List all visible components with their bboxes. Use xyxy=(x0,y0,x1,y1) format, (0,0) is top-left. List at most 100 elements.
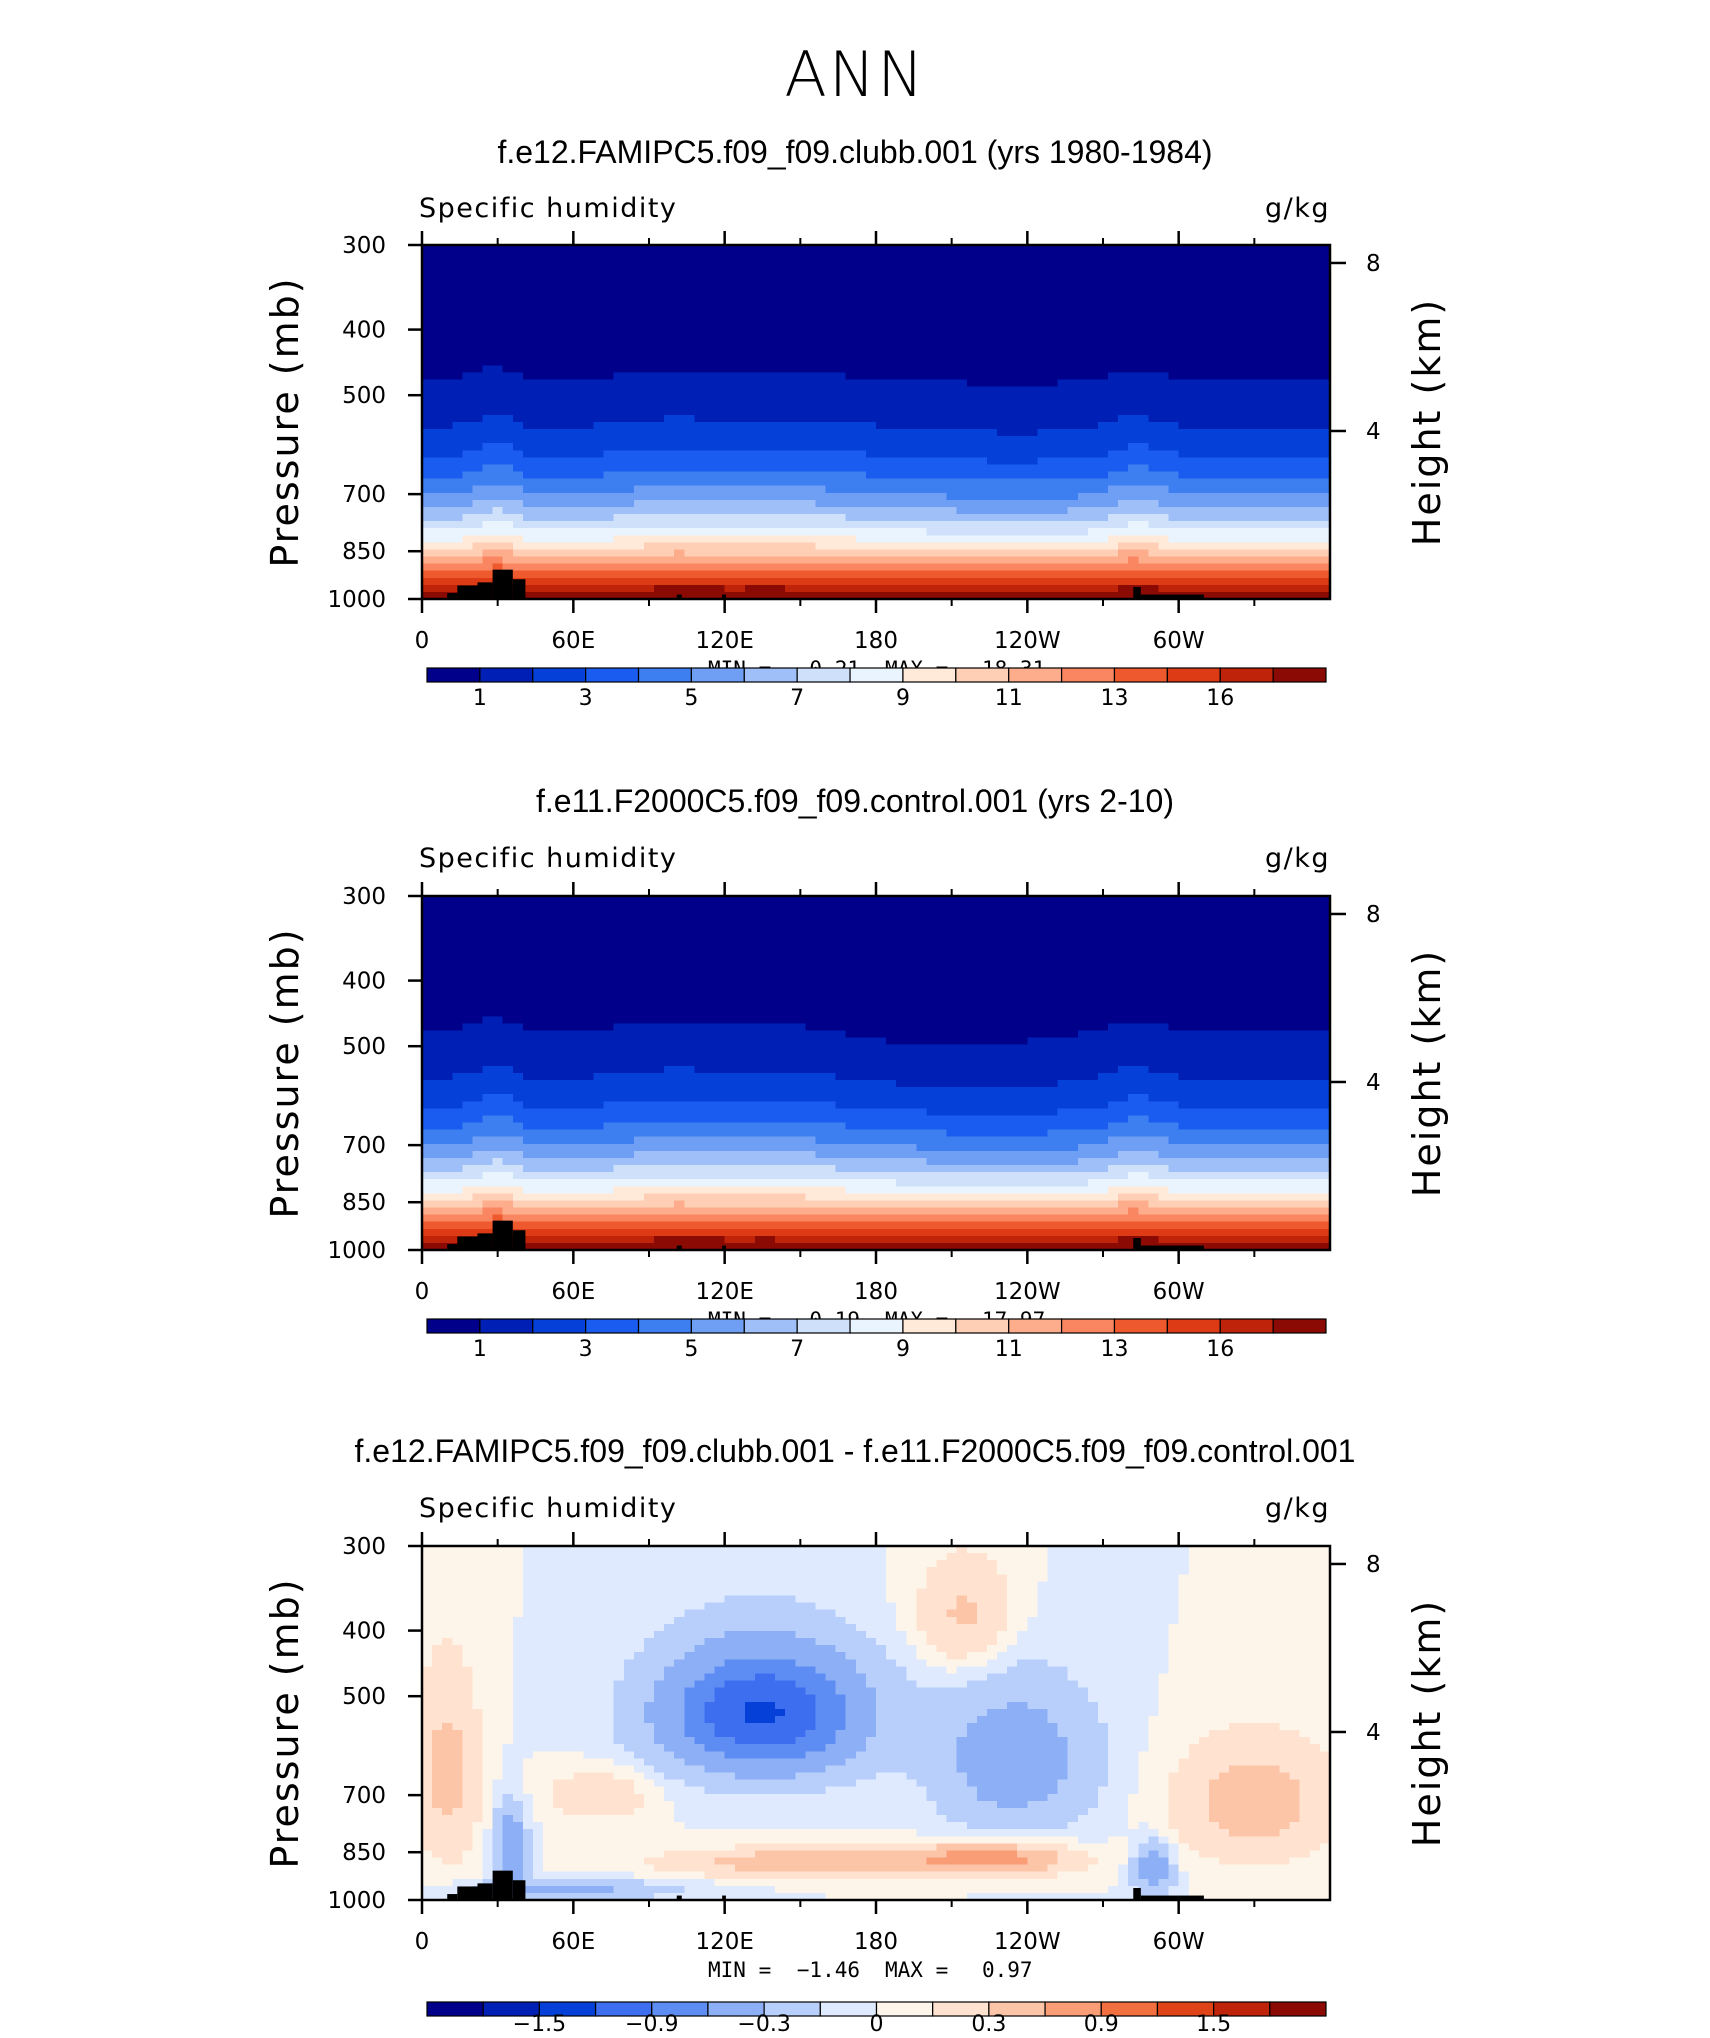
heat-cell xyxy=(1128,570,1139,579)
heat-cell xyxy=(643,528,655,536)
heat-cell xyxy=(1259,294,1271,303)
heat-cell xyxy=(765,351,776,359)
heat-cell xyxy=(825,322,837,331)
heat-cell xyxy=(1128,528,1139,536)
heat-cell xyxy=(654,414,665,423)
heat-cell xyxy=(1319,407,1331,416)
heat-cell xyxy=(492,245,504,253)
heat-cell xyxy=(452,1143,463,1152)
heat-cell xyxy=(754,273,766,281)
heat-cell xyxy=(452,273,463,281)
heat-cell xyxy=(684,358,695,366)
heat-cell xyxy=(472,1073,484,1081)
heat-cell xyxy=(583,443,595,451)
heat-cell xyxy=(976,315,988,324)
heat-cell xyxy=(623,365,635,374)
heat-cell xyxy=(1249,294,1260,303)
heat-cell xyxy=(997,577,1008,586)
heat-cell xyxy=(956,506,968,515)
heat-cell xyxy=(1309,259,1321,267)
colorbar-box xyxy=(1166,667,1221,683)
heat-cell xyxy=(785,308,796,317)
heat-cell xyxy=(1208,393,1220,402)
heat-cell xyxy=(1128,337,1139,345)
heat-cell xyxy=(966,591,978,600)
heat-cell xyxy=(986,485,998,494)
heat-cell xyxy=(1299,436,1311,444)
heat-cell xyxy=(1219,372,1230,381)
heat-cell xyxy=(623,436,635,444)
heat-cell xyxy=(876,492,887,501)
heat-cell xyxy=(1289,252,1301,260)
heat-cell xyxy=(1198,429,1210,437)
heat-cell xyxy=(563,294,574,303)
heat-cell xyxy=(1168,400,1180,409)
heat-cell xyxy=(1037,273,1049,281)
heat-cell xyxy=(976,259,988,267)
heat-cell xyxy=(795,492,806,501)
heat-cell xyxy=(906,259,917,267)
heat-cell xyxy=(966,514,978,522)
heat-cell xyxy=(1229,521,1240,529)
heat-cell xyxy=(1148,393,1160,402)
heat-cell xyxy=(553,407,564,416)
heat-cell xyxy=(906,542,917,551)
heat-cell xyxy=(1158,414,1170,423)
heat-cell xyxy=(664,506,675,515)
heat-cell xyxy=(522,400,534,409)
heat-cell xyxy=(916,315,928,324)
heat-cell xyxy=(785,478,796,487)
heat-cell xyxy=(674,329,685,338)
heat-cell xyxy=(795,535,806,543)
heat-cell xyxy=(1168,485,1180,494)
heat-cell xyxy=(643,584,655,593)
heat-cell xyxy=(442,924,453,932)
heat-cell xyxy=(845,471,857,480)
heat-cell xyxy=(926,294,938,303)
heat-cell xyxy=(714,393,726,402)
heat-cell xyxy=(997,591,1008,600)
heat-cell xyxy=(1047,337,1059,345)
heat-cell xyxy=(654,358,665,366)
heat-cell xyxy=(986,372,998,381)
heat-cell xyxy=(916,400,928,409)
heat-cell xyxy=(482,393,494,402)
heat-cell xyxy=(452,577,463,586)
heat-cell xyxy=(865,259,877,267)
heat-cell xyxy=(472,1122,484,1131)
heat-cell xyxy=(492,514,504,522)
heat-cell xyxy=(492,436,504,444)
heat-cell xyxy=(694,287,706,296)
heat-cell xyxy=(563,570,574,579)
heat-cell xyxy=(775,521,786,529)
heat-cell xyxy=(946,273,958,281)
heat-cell xyxy=(896,450,907,458)
heat-cell xyxy=(543,584,554,593)
heat-cell xyxy=(472,995,484,1003)
heat-cell xyxy=(976,372,988,381)
heat-cell xyxy=(1168,457,1180,466)
heat-cell xyxy=(855,570,867,579)
heat-cell xyxy=(1057,372,1069,381)
heat-cell xyxy=(492,1108,504,1117)
heat-cell xyxy=(805,308,817,317)
heat-cell xyxy=(492,938,504,947)
heat-cell xyxy=(1309,252,1321,260)
heat-cell xyxy=(1309,280,1321,289)
heat-cell xyxy=(896,528,907,536)
heat-cell xyxy=(472,966,484,975)
heat-cell xyxy=(563,457,574,466)
heat-cell xyxy=(422,1087,433,1095)
heat-cell xyxy=(754,570,766,579)
heat-cell xyxy=(422,1157,433,1166)
heat-cell xyxy=(926,506,938,515)
heat-cell xyxy=(1249,379,1260,388)
heat-cell xyxy=(563,337,574,345)
heat-cell xyxy=(1027,337,1039,345)
heat-cell xyxy=(502,464,514,473)
heat-cell xyxy=(1178,436,1190,444)
y-tick-label: 300 xyxy=(342,233,386,259)
heat-cell xyxy=(805,372,817,381)
heat-cell xyxy=(1017,344,1028,352)
heat-cell xyxy=(1309,407,1321,416)
